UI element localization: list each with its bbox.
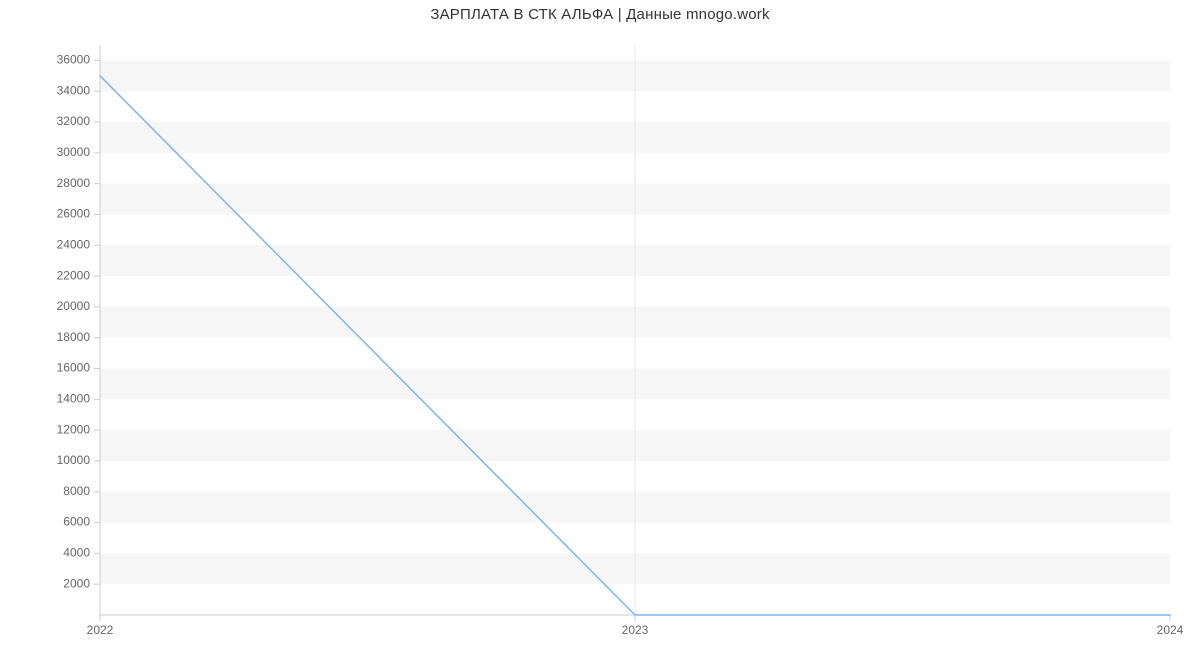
y-tick-label: 22000: [57, 268, 91, 282]
y-tick-label: 32000: [57, 114, 91, 128]
y-tick-label: 26000: [57, 207, 91, 221]
y-tick-label: 4000: [63, 546, 90, 560]
y-tick-label: 8000: [63, 484, 90, 498]
x-tick-label: 2023: [622, 623, 649, 637]
y-tick-label: 10000: [57, 453, 91, 467]
y-tick-label: 16000: [57, 361, 91, 375]
y-tick-label: 2000: [63, 576, 90, 590]
y-tick-label: 28000: [57, 176, 91, 190]
y-tick-label: 24000: [57, 237, 91, 251]
x-tick-label: 2022: [87, 623, 114, 637]
y-tick-label: 36000: [57, 53, 91, 67]
y-tick-label: 20000: [57, 299, 91, 313]
x-tick-label: 2024: [1157, 623, 1184, 637]
y-tick-label: 30000: [57, 145, 91, 159]
y-tick-label: 12000: [57, 422, 91, 436]
chart-svg: 2000 4000 6000 8000 10000 12000 14000 16000 1800…: [0, 0, 1200, 650]
y-tick-label: 18000: [57, 330, 91, 344]
chart-title: ЗАРПЛАТА В СТК АЛЬФА | Данные mnogo.work: [0, 6, 1200, 23]
salary-line-chart: ЗАРПЛАТА В СТК АЛЬФА | Данные mnogo.work…: [0, 0, 1200, 650]
y-tick-label: 6000: [63, 515, 90, 529]
y-tick-label: 34000: [57, 83, 91, 97]
y-tick-label: 14000: [57, 391, 91, 405]
